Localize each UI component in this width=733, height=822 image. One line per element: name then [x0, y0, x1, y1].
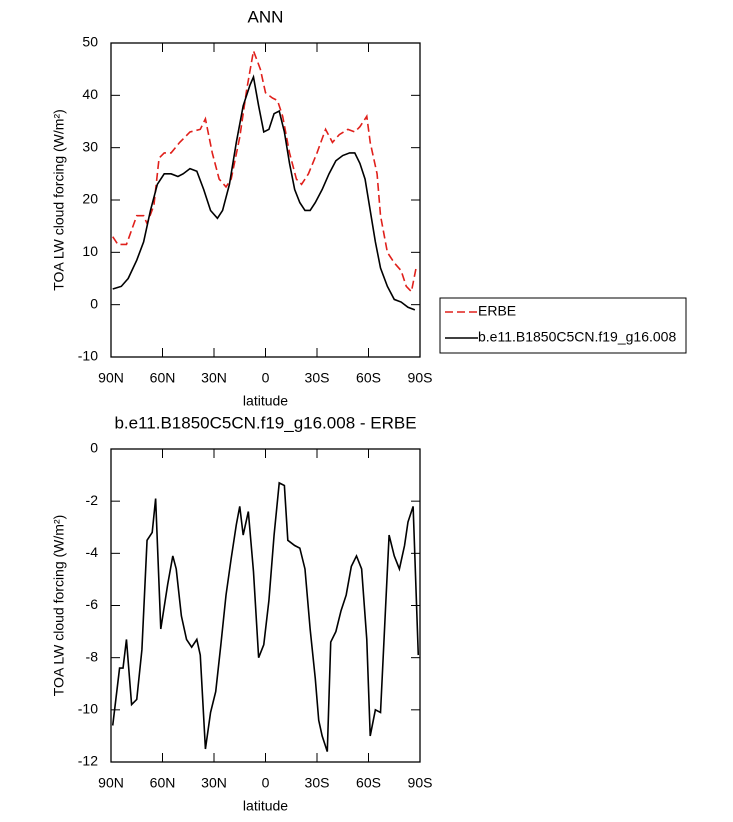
- data-line: [111, 481, 420, 752]
- plot-frame: [110, 42, 421, 358]
- x-tick-label: 30S: [305, 370, 330, 386]
- x-tick-label: 0: [262, 775, 270, 791]
- y-tick-label: -4: [86, 544, 99, 560]
- x-tick-label: 60N: [150, 370, 176, 386]
- x-tick-label: 90S: [408, 370, 433, 386]
- y-tick-label: 40: [82, 86, 98, 102]
- y-tick-label: -10: [78, 348, 98, 364]
- y-tick-label: 20: [82, 191, 98, 207]
- chart-title: ANN: [248, 7, 284, 26]
- x-tick-label: 60N: [150, 775, 176, 791]
- x-axis-label: latitude: [243, 798, 288, 814]
- y-axis-label: TOA LW cloud forcing (W/m²): [51, 109, 67, 291]
- x-tick-label: 60S: [356, 370, 381, 386]
- x-tick-label: 0: [262, 370, 270, 386]
- x-tick-label: 30S: [305, 775, 330, 791]
- y-tick-label: -8: [86, 648, 99, 664]
- data-line: [112, 74, 416, 311]
- y-tick-label: -2: [86, 492, 99, 508]
- x-tick-label: 90S: [408, 775, 433, 791]
- x-tick-label: 90N: [98, 775, 124, 791]
- x-axis-label: latitude: [243, 393, 288, 409]
- plot-frame: [110, 448, 421, 763]
- y-tick-label: 30: [82, 138, 98, 154]
- x-tick-label: 90N: [98, 370, 124, 386]
- y-tick-label: 0: [90, 295, 98, 311]
- data-line: [112, 47, 418, 294]
- y-axis-label: TOA LW cloud forcing (W/m²): [51, 515, 67, 697]
- x-tick-label: 30N: [201, 775, 227, 791]
- legend-label: ERBE: [478, 303, 516, 319]
- x-tick-label: 30N: [201, 370, 227, 386]
- y-tick-label: 10: [82, 243, 98, 259]
- y-tick-label: -10: [78, 701, 98, 717]
- x-tick-label: 60S: [356, 775, 381, 791]
- legend-label: b.e11.B1850C5CN.f19_g16.008: [478, 329, 676, 345]
- y-tick-label: -6: [86, 596, 99, 612]
- y-tick-label: 50: [82, 34, 98, 50]
- y-tick-label: 0: [90, 440, 98, 456]
- legend-box: [439, 297, 687, 354]
- chart-title: b.e11.B1850C5CN.f19_g16.008 - ERBE: [114, 413, 416, 432]
- y-tick-label: -12: [78, 753, 98, 769]
